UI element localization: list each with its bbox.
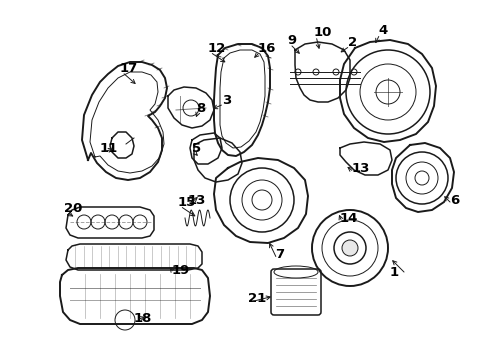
- Text: 17: 17: [120, 62, 138, 75]
- Text: 2: 2: [348, 36, 357, 49]
- Text: 13: 13: [352, 162, 370, 175]
- Text: 20: 20: [64, 202, 82, 215]
- Text: 10: 10: [314, 26, 332, 39]
- Text: 3: 3: [222, 94, 231, 107]
- Text: 13: 13: [188, 194, 206, 207]
- Text: 14: 14: [340, 211, 358, 225]
- Text: 1: 1: [390, 266, 399, 279]
- Text: 12: 12: [208, 41, 226, 54]
- Circle shape: [342, 240, 358, 256]
- Text: 6: 6: [450, 194, 459, 207]
- Text: 15: 15: [178, 195, 196, 208]
- Text: 5: 5: [192, 141, 201, 154]
- Text: 11: 11: [100, 141, 118, 154]
- Text: 4: 4: [378, 23, 387, 36]
- Text: 18: 18: [134, 311, 152, 324]
- Text: 16: 16: [258, 41, 276, 54]
- Text: 19: 19: [172, 264, 190, 276]
- Text: 7: 7: [275, 248, 284, 261]
- Text: 9: 9: [287, 33, 296, 46]
- Text: 8: 8: [196, 102, 205, 114]
- Text: 21: 21: [248, 292, 266, 305]
